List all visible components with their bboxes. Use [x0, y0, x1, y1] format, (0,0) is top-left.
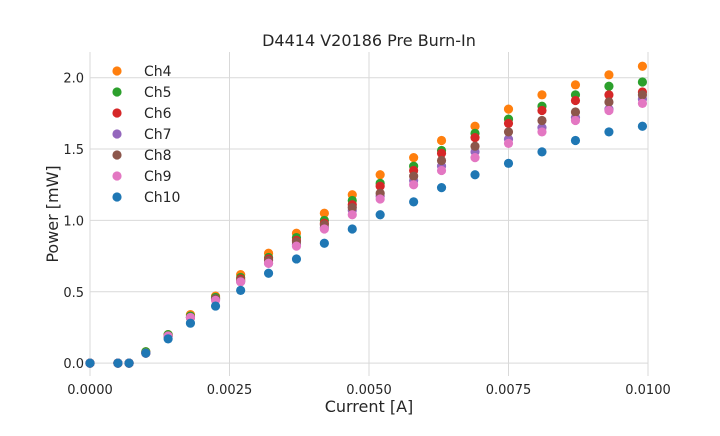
legend-label: Ch7	[144, 127, 172, 143]
x-tick-label: 0.0075	[486, 383, 532, 398]
data-point	[236, 285, 246, 295]
data-point	[570, 80, 581, 90]
legend-label: Ch8	[144, 148, 172, 164]
data-point	[236, 277, 246, 287]
data-point	[319, 224, 329, 234]
data-point	[570, 107, 581, 117]
data-point	[347, 224, 357, 234]
legend-label: Ch5	[144, 85, 172, 101]
data-point	[503, 104, 514, 114]
data-point	[637, 61, 648, 71]
data-point	[637, 90, 648, 100]
data-point	[604, 97, 614, 107]
legend-label: Ch10	[144, 190, 180, 206]
y-tick-label: 2.0	[63, 72, 84, 87]
series-ch10	[85, 121, 648, 368]
legend-marker	[112, 192, 122, 202]
data-point	[503, 158, 514, 168]
data-point	[470, 121, 480, 131]
data-point	[537, 105, 547, 116]
x-tick-label: 0.0050	[346, 383, 392, 398]
data-point	[409, 180, 419, 190]
data-point	[570, 95, 581, 106]
data-point	[141, 348, 151, 358]
data-point	[263, 258, 274, 268]
data-point	[436, 182, 447, 193]
x-tick-labels: 0.0000 0.0025 0.0050 0.0075 0.0100	[67, 383, 671, 398]
x-tick-label: 0.0000	[67, 383, 113, 398]
data-point	[570, 135, 581, 146]
data-point	[263, 268, 274, 278]
data-point	[375, 194, 385, 204]
data-point	[85, 358, 95, 368]
data-point	[503, 127, 514, 137]
data-point	[604, 105, 614, 116]
legend-marker	[112, 150, 122, 160]
data-point	[319, 208, 329, 218]
x-tick-label: 0.0025	[207, 383, 253, 398]
data-point	[409, 197, 419, 207]
data-point	[436, 155, 447, 166]
data-point	[347, 202, 357, 213]
legend-marker	[112, 129, 122, 139]
data-point	[185, 318, 196, 328]
data-point	[113, 358, 123, 368]
data-point	[470, 133, 480, 143]
data-point	[537, 90, 547, 100]
data-point	[537, 147, 547, 157]
y-tick-label: 1.5	[63, 143, 84, 158]
data-point	[436, 148, 447, 158]
data-point	[291, 254, 302, 264]
legend-label: Ch9	[144, 169, 172, 185]
chart-title: D4414 V20186 Pre Burn-In	[262, 31, 476, 50]
data-point	[210, 301, 221, 311]
data-point	[291, 241, 302, 251]
data-point	[436, 165, 447, 176]
data-point	[163, 334, 173, 344]
data-point	[375, 170, 385, 180]
grid-lines	[89, 52, 649, 376]
data-point	[347, 210, 357, 220]
data-point	[604, 90, 614, 100]
y-tick-labels: 0.0 0.5 1.0 1.5 2.0	[63, 72, 84, 372]
data-point	[375, 181, 385, 191]
data-point	[124, 358, 134, 368]
legend-label: Ch6	[144, 106, 172, 122]
data-point	[375, 210, 385, 220]
y-axis-label: Power [mW]	[43, 165, 62, 262]
x-axis-label: Current [A]	[325, 397, 414, 416]
data-point	[637, 121, 648, 131]
x-tick-label: 0.0100	[625, 383, 671, 398]
data-point	[470, 153, 480, 163]
data-point	[409, 153, 419, 163]
data-point	[319, 238, 329, 248]
data-point	[470, 141, 480, 151]
data-point	[409, 171, 419, 181]
y-tick-label: 1.0	[63, 214, 84, 229]
data-point	[436, 135, 447, 146]
legend-marker	[112, 171, 122, 181]
data-point	[537, 127, 547, 137]
legend-marker	[112, 66, 122, 76]
legend: Ch4 Ch5 Ch6 Ch7 Ch8 Ch9 Ch10	[112, 64, 180, 206]
data-point	[503, 118, 514, 128]
y-tick-label: 0.0	[63, 357, 84, 372]
data-point	[604, 127, 614, 137]
legend-marker	[112, 108, 122, 118]
data-point	[570, 115, 581, 126]
data-point	[503, 138, 514, 148]
data-point	[470, 170, 480, 180]
data-point	[604, 70, 614, 80]
data-points	[85, 61, 648, 368]
y-tick-label: 0.5	[63, 286, 84, 301]
data-point	[637, 98, 648, 108]
legend-marker	[112, 87, 122, 97]
data-point	[537, 115, 547, 126]
data-point	[604, 81, 614, 91]
legend-label: Ch4	[144, 64, 172, 80]
data-point	[637, 77, 648, 87]
